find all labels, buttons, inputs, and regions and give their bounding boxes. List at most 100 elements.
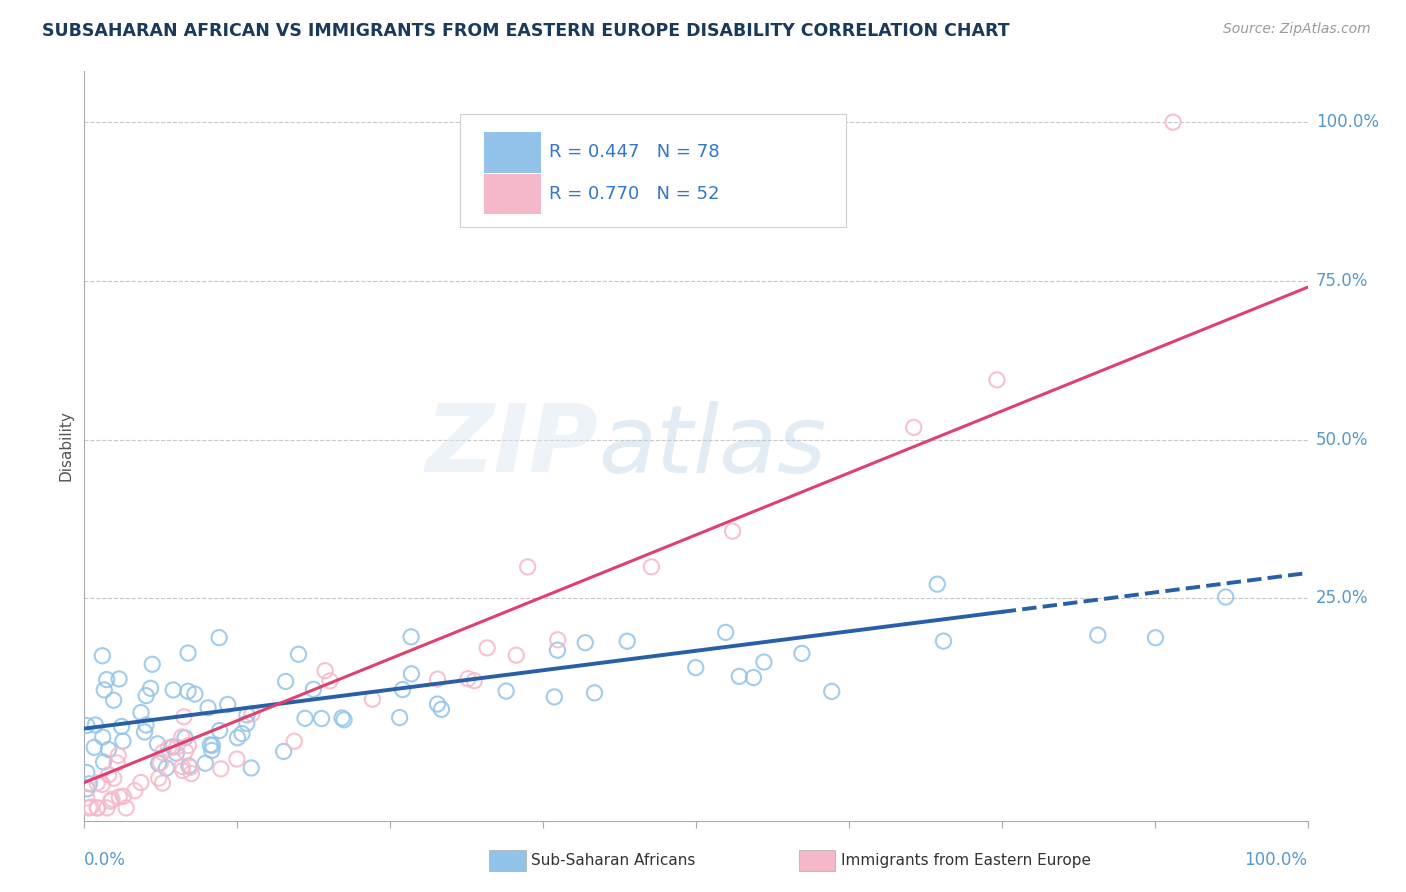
Point [217,698,239,712]
Y-axis label: Disability: Disability [58,410,73,482]
Point [80,800,103,814]
Point [226,731,249,745]
Point [108,789,131,804]
Text: 75.0%: 75.0% [1316,272,1368,290]
Point [184,687,207,701]
Point [231,726,253,740]
Point [111,734,134,748]
Point [236,707,259,722]
Point [302,682,325,697]
Point [752,655,775,669]
Point [108,672,131,686]
Point [107,748,129,763]
Point [76,765,98,780]
Point [1087,628,1109,642]
Point [200,738,222,752]
Point [790,646,813,660]
Point [129,775,152,789]
Point [177,759,200,773]
Point [86,801,108,815]
Point [463,673,485,688]
Point [399,630,422,644]
Point [194,756,217,771]
Point [616,634,638,648]
Text: SUBSAHARAN AFRICAN VS IMMIGRANTS FROM EASTERN EUROPE DISABILITY CORRELATION CHAR: SUBSAHARAN AFRICAN VS IMMIGRANTS FROM EA… [42,22,1010,40]
FancyBboxPatch shape [484,132,541,172]
Point [146,737,169,751]
Point [134,725,156,739]
Point [103,772,125,786]
Point [170,759,193,773]
Text: atlas: atlas [598,401,827,491]
Point [91,730,114,744]
Point [547,632,569,647]
Point [77,801,100,815]
Point [174,731,197,745]
Point [152,776,174,790]
Text: 100.0%: 100.0% [1244,851,1308,869]
Point [180,766,202,780]
Point [273,744,295,758]
Point [685,660,707,674]
Point [86,776,108,790]
Point [314,664,336,678]
Point [97,742,120,756]
Point [574,636,596,650]
Point [91,777,114,791]
Point [173,710,195,724]
Point [475,640,498,655]
Point [209,762,232,776]
Point [391,682,413,697]
Point [96,801,118,815]
Point [135,689,157,703]
Point [426,672,449,686]
Point [174,744,197,758]
Point [226,752,249,766]
Point [1215,590,1237,604]
Point [287,647,309,661]
Point [101,792,124,806]
Text: ZIP: ZIP [425,400,598,492]
Point [516,560,538,574]
Point [319,673,342,688]
Point [112,789,135,804]
Point [546,643,568,657]
Point [76,718,98,732]
Point [640,559,662,574]
Point [274,674,297,689]
Point [157,741,180,756]
Text: Sub-Saharan Africans: Sub-Saharan Africans [531,854,696,868]
Point [543,690,565,704]
Text: R = 0.770   N = 52: R = 0.770 N = 52 [550,186,720,203]
Point [141,657,163,672]
Point [505,648,527,663]
Point [714,625,737,640]
Point [179,760,201,774]
Text: Immigrants from Eastern Europe: Immigrants from Eastern Europe [841,854,1091,868]
Point [361,692,384,706]
Point [149,756,172,770]
Point [1144,631,1167,645]
Point [457,672,479,686]
Point [583,686,606,700]
Text: Source: ZipAtlas.com: Source: ZipAtlas.com [1223,22,1371,37]
Point [240,761,263,775]
Point [166,739,188,754]
Point [170,730,193,744]
Point [93,682,115,697]
Point [97,768,120,782]
Point [177,646,200,660]
Point [93,755,115,769]
Point [83,740,105,755]
FancyBboxPatch shape [460,114,846,227]
Point [172,764,194,778]
Point [155,761,177,775]
Point [1161,115,1184,129]
Point [135,718,157,732]
Point [333,713,356,727]
Point [932,634,955,648]
Point [728,669,751,683]
Point [96,673,118,687]
FancyBboxPatch shape [484,174,541,214]
Text: R = 0.447   N = 78: R = 0.447 N = 78 [550,144,720,161]
